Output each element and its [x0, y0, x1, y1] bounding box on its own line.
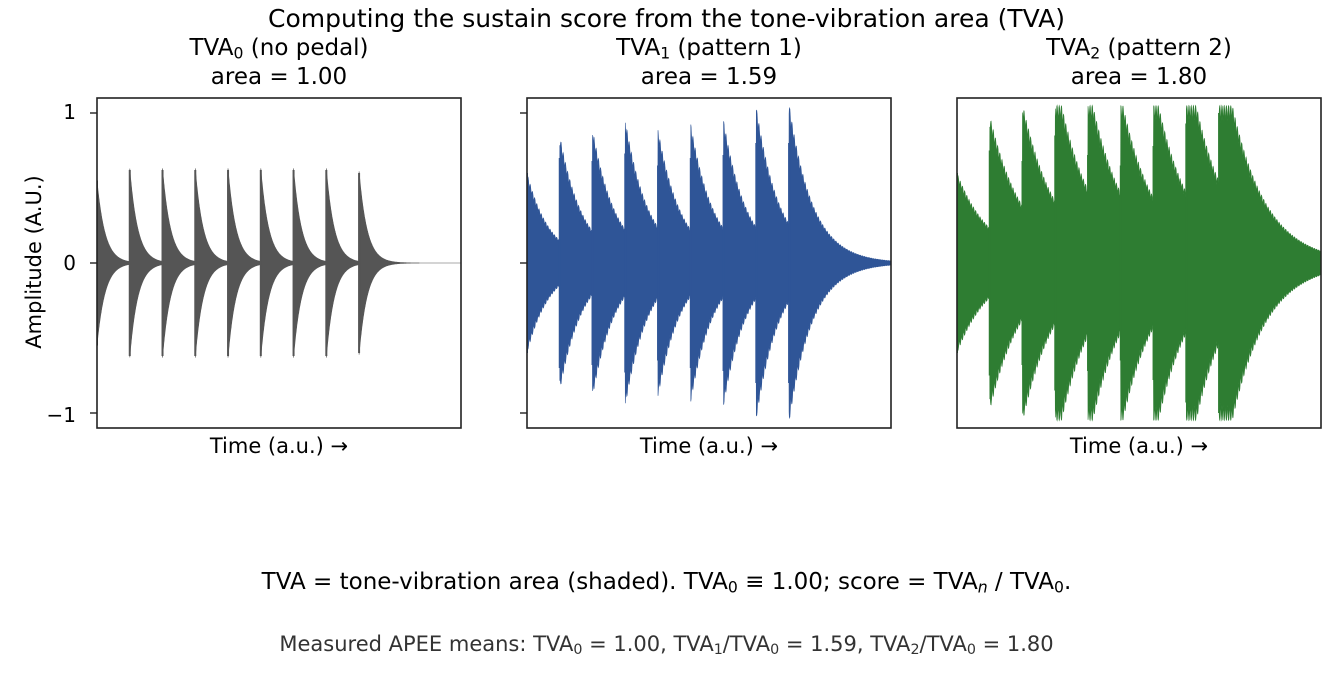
panel-0-xlabel: Time (a.u.) → [209, 434, 349, 458]
panel-0-title: TVA0 (no pedal) area = 1.00 [189, 35, 369, 90]
panel-1-title: TVA1 (pattern 1) area = 1.59 [616, 35, 802, 90]
footer-definition: TVA = tone-vibration area (shaded). TVA0… [261, 569, 1072, 597]
panel-1 [520, 97, 892, 429]
y-tick-label-1: 1 [63, 100, 76, 124]
y-tick-label-neg1: −1 [46, 403, 76, 427]
panel-2-title: TVA2 (pattern 2) area = 1.80 [1046, 35, 1232, 90]
panel-2 [956, 97, 1322, 429]
footer-measured-means: Measured APEE means: TVA0 = 1.00, TVA1/T… [279, 632, 1054, 659]
panel-1-xlabel: Time (a.u.) → [639, 434, 779, 458]
panel-1-waveform-area [527, 106, 891, 420]
panel-1-subtitle: area = 1.59 [640, 64, 778, 90]
y-tick-label-0: 0 [63, 251, 76, 275]
panel-2-xlabel: Time (a.u.) → [1069, 434, 1209, 458]
panel-0-subtitle: area = 1.00 [210, 64, 348, 90]
panel-0-waveform-area [97, 168, 461, 358]
panel-2-subtitle: area = 1.80 [1070, 64, 1208, 90]
panel-0 [90, 97, 462, 429]
panel-2-frame [956, 97, 1322, 429]
figure-title: Computing the sustain score from the ton… [268, 4, 1065, 33]
panel-2-waveform-area [957, 104, 1321, 422]
